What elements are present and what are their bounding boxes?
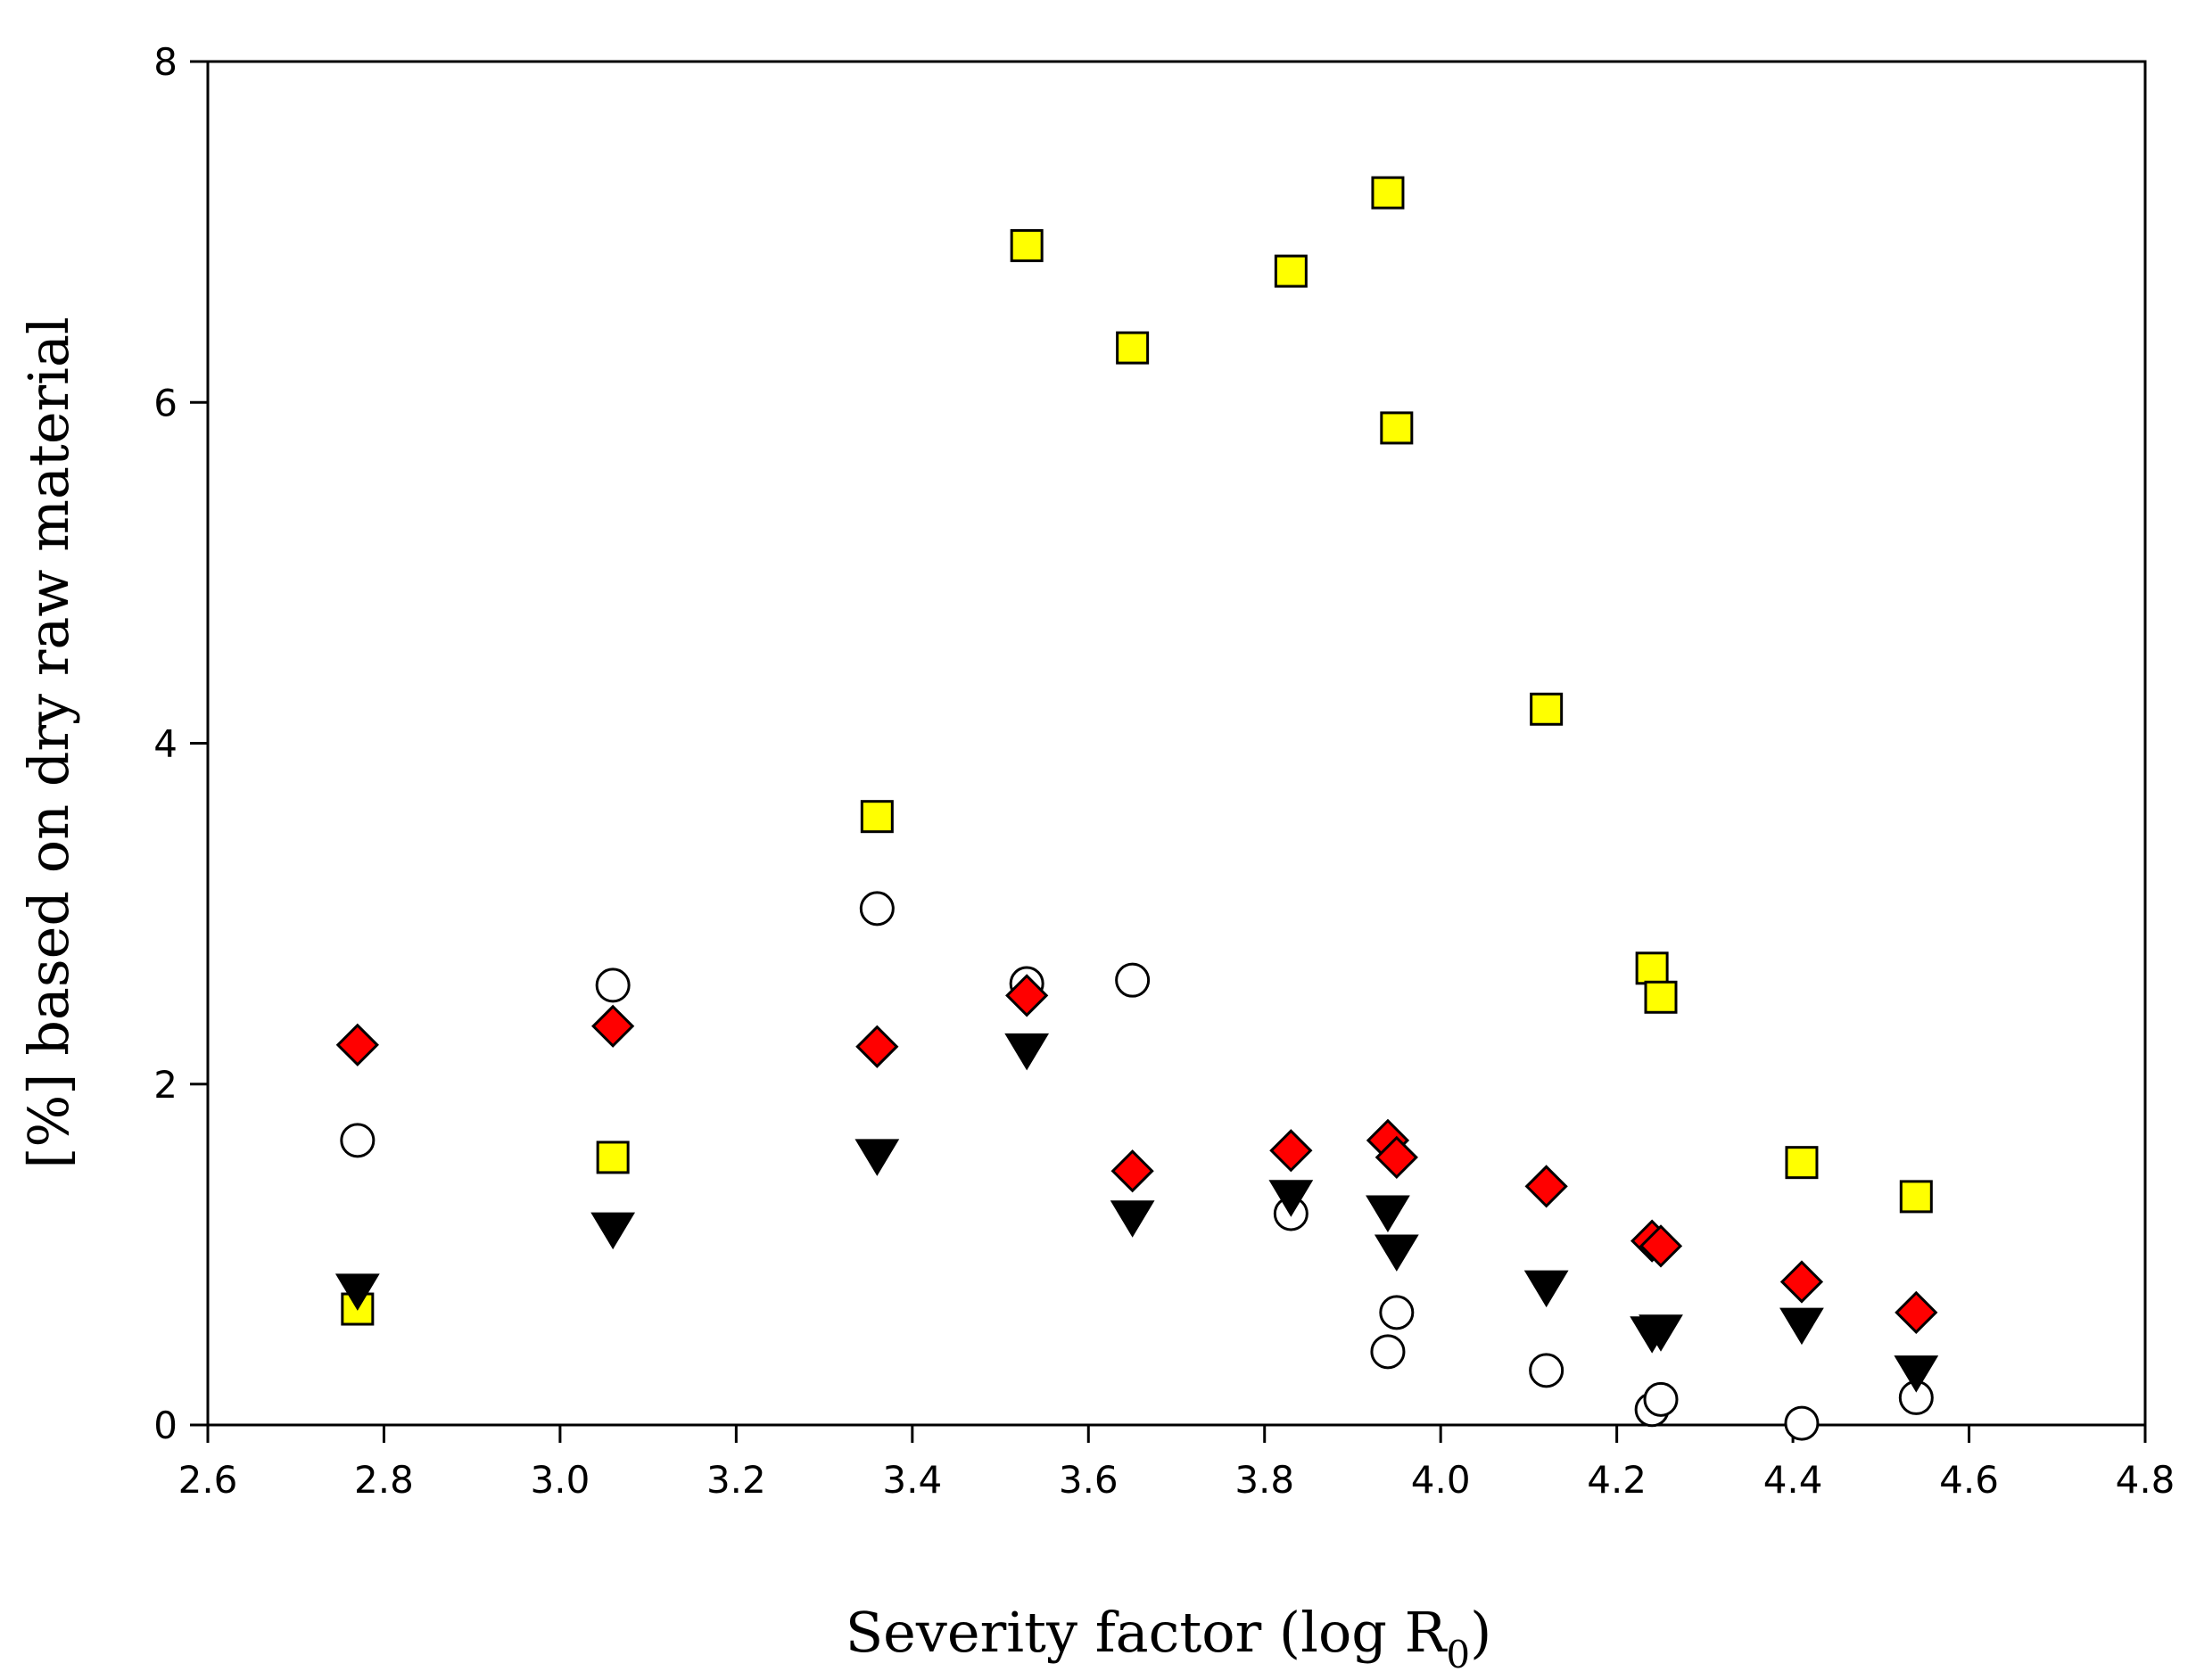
data-markers (334, 176, 1939, 1441)
y-axis-title: [%] based on dry raw material (16, 317, 81, 1169)
x-tick-label: 3.2 (706, 1458, 766, 1502)
x-tick-label: 3.4 (882, 1458, 942, 1502)
x-tick-label: 3.0 (531, 1458, 590, 1502)
open-circles-point (340, 1123, 376, 1158)
black-triangles-point (1004, 1033, 1050, 1071)
open-circles-point (1115, 962, 1151, 998)
y-tick-label: 4 (153, 722, 177, 766)
open-circles-point (595, 968, 631, 1003)
black-triangles-point (1374, 1234, 1419, 1272)
black-triangles-point (1639, 1314, 1683, 1352)
black-triangles-point (1523, 1270, 1569, 1308)
yellow-squares-point (1010, 228, 1044, 262)
x-tick-label: 4.6 (1939, 1458, 1999, 1502)
red-diamonds-point (855, 1025, 899, 1068)
x-axis-title-subscript: 0 (1446, 1633, 1470, 1676)
black-triangles-point (1366, 1195, 1410, 1232)
y-tick-label: 8 (153, 40, 177, 84)
x-axis-title: Severity factor (log R0) (846, 1600, 1492, 1676)
y-tick-label: 2 (153, 1063, 177, 1107)
yellow-squares-point (1530, 692, 1564, 726)
yellow-squares-point (1274, 254, 1308, 288)
red-diamonds-point (1110, 1149, 1154, 1193)
x-tick-label: 2.8 (354, 1458, 414, 1502)
black-triangles-point (854, 1139, 900, 1176)
yellow-squares-point (1635, 951, 1669, 985)
y-tick-label: 0 (153, 1404, 177, 1447)
red-diamonds-point (335, 1023, 379, 1066)
x-tick-label: 4.4 (1763, 1458, 1823, 1502)
open-circles-point (1379, 1295, 1415, 1330)
black-triangles-point (1110, 1200, 1155, 1238)
open-circles-point (1529, 1353, 1564, 1388)
red-diamonds-point (1779, 1260, 1824, 1304)
y-axis-ticks: 0 2 4 6 8 (153, 40, 208, 1447)
x-axis-title-suffix: ) (1470, 1600, 1491, 1665)
yellow-squares-point (1371, 176, 1405, 210)
yellow-squares-point (1380, 411, 1414, 445)
x-tick-label: 3.8 (1234, 1458, 1294, 1502)
black-triangles-point (590, 1212, 636, 1250)
black-triangles-point (1268, 1180, 1314, 1217)
red-diamonds-point (1269, 1129, 1313, 1173)
red-diamonds-point (1639, 1224, 1683, 1268)
open-circles-point (859, 891, 895, 926)
red-diamonds-point (1005, 974, 1049, 1017)
open-circles-point (1784, 1405, 1820, 1441)
y-tick-label: 6 (153, 381, 177, 424)
red-diamonds-point (591, 1004, 635, 1048)
x-tick-label: 4.2 (1587, 1458, 1647, 1502)
yellow-squares-point (1899, 1180, 1933, 1214)
yellow-squares-point (1644, 980, 1678, 1014)
plot-frame (206, 60, 2147, 1427)
x-tick-label: 3.6 (1059, 1458, 1119, 1502)
red-diamonds-point (1524, 1165, 1568, 1208)
yellow-squares-point (1785, 1146, 1819, 1180)
open-circles-point (1370, 1334, 1406, 1370)
x-tick-label: 2.6 (178, 1458, 238, 1502)
black-triangles-point (334, 1273, 380, 1311)
yellow-squares-point (860, 800, 894, 834)
x-tick-label: 4.0 (1411, 1458, 1471, 1502)
black-triangles-point (1894, 1355, 1939, 1393)
x-axis-ticks: 2.6 2.8 3.0 3.2 3.4 3.6 3.8 4.0 4.2 4.4 4.6 4.8 (178, 1425, 2175, 1502)
open-circles-point (1643, 1381, 1679, 1417)
black-triangles-point (1779, 1307, 1824, 1346)
yellow-squares-point (596, 1141, 630, 1174)
red-diamonds-point (1375, 1135, 1418, 1180)
red-diamonds-point (1895, 1290, 1938, 1334)
x-axis-title-main: Severity factor (log R (846, 1600, 1449, 1665)
yellow-squares-point (1116, 331, 1150, 365)
x-tick-label: 4.8 (2116, 1458, 2175, 1502)
